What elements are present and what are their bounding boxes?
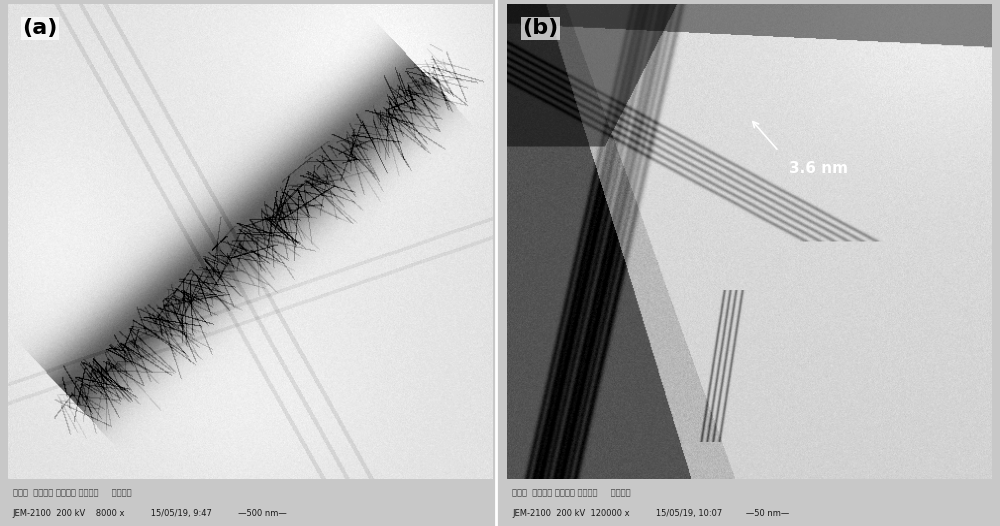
Text: 显微镜  加速电压 放大倍率 相机长度     采集日期: 显微镜 加速电压 放大倍率 相机长度 采集日期 <box>512 488 631 497</box>
Text: JEM-2100  200 kV  120000 x          15/05/19, 10:07         —50 nm—: JEM-2100 200 kV 120000 x 15/05/19, 10:07… <box>512 509 790 519</box>
Text: JEM-2100  200 kV    8000 x          15/05/19, 9:47          —500 nm—: JEM-2100 200 kV 8000 x 15/05/19, 9:47 —5… <box>13 509 288 519</box>
Text: (b): (b) <box>522 18 558 38</box>
Text: 3.6 nm: 3.6 nm <box>789 161 848 176</box>
Text: (a): (a) <box>23 18 58 38</box>
Text: 显微镜  加速电压 放大倍率 相机长度     采集日期: 显微镜 加速电压 放大倍率 相机长度 采集日期 <box>13 488 131 497</box>
